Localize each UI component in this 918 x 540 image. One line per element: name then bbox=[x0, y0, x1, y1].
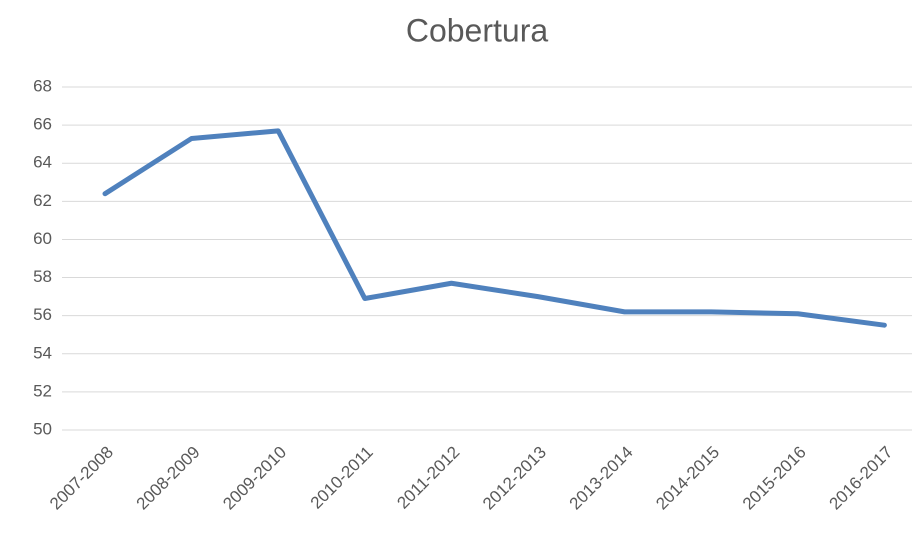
y-tick-label: 58 bbox=[33, 267, 52, 286]
y-tick-label: 52 bbox=[33, 381, 52, 400]
y-tick-label: 60 bbox=[33, 229, 52, 248]
y-tick-label: 66 bbox=[33, 115, 52, 134]
y-tick-label: 54 bbox=[33, 343, 52, 362]
y-tick-label: 62 bbox=[33, 191, 52, 210]
data-line bbox=[102, 128, 887, 328]
y-tick-label: 50 bbox=[33, 419, 52, 438]
y-tick-label: 64 bbox=[33, 153, 52, 172]
y-tick-label: 68 bbox=[33, 76, 52, 95]
y-tick-label: 56 bbox=[33, 305, 52, 324]
chart-title: Cobertura bbox=[406, 12, 549, 48]
